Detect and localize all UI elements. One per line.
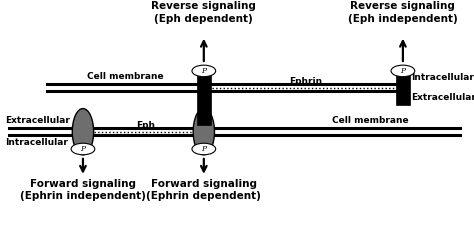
Text: Ephrin: Ephrin: [289, 77, 322, 86]
Text: Intracellular: Intracellular: [411, 73, 474, 82]
Text: Intracellular: Intracellular: [5, 138, 68, 147]
Ellipse shape: [72, 109, 93, 155]
Text: P: P: [201, 67, 206, 75]
Text: Cell membrane: Cell membrane: [87, 72, 164, 81]
Bar: [396, 72, 410, 105]
Text: Eph: Eph: [137, 121, 155, 130]
Text: Cell membrane: Cell membrane: [332, 116, 409, 125]
Text: P: P: [81, 145, 85, 153]
Ellipse shape: [193, 109, 214, 155]
Bar: [197, 68, 211, 125]
Circle shape: [391, 65, 415, 77]
Text: Extracellular: Extracellular: [411, 93, 474, 102]
Text: P: P: [401, 67, 405, 75]
Text: Forward signaling
(Ephrin independent): Forward signaling (Ephrin independent): [20, 179, 146, 201]
Text: Extracellular: Extracellular: [5, 116, 70, 125]
Circle shape: [192, 143, 216, 155]
Text: Reverse signaling
(Eph dependent): Reverse signaling (Eph dependent): [151, 1, 256, 24]
Text: P: P: [201, 145, 206, 153]
Circle shape: [71, 143, 95, 155]
Circle shape: [192, 65, 216, 77]
Text: Forward signaling
(Ephrin dependent): Forward signaling (Ephrin dependent): [146, 179, 261, 201]
Text: Reverse signaling
(Eph independent): Reverse signaling (Eph independent): [348, 1, 458, 24]
